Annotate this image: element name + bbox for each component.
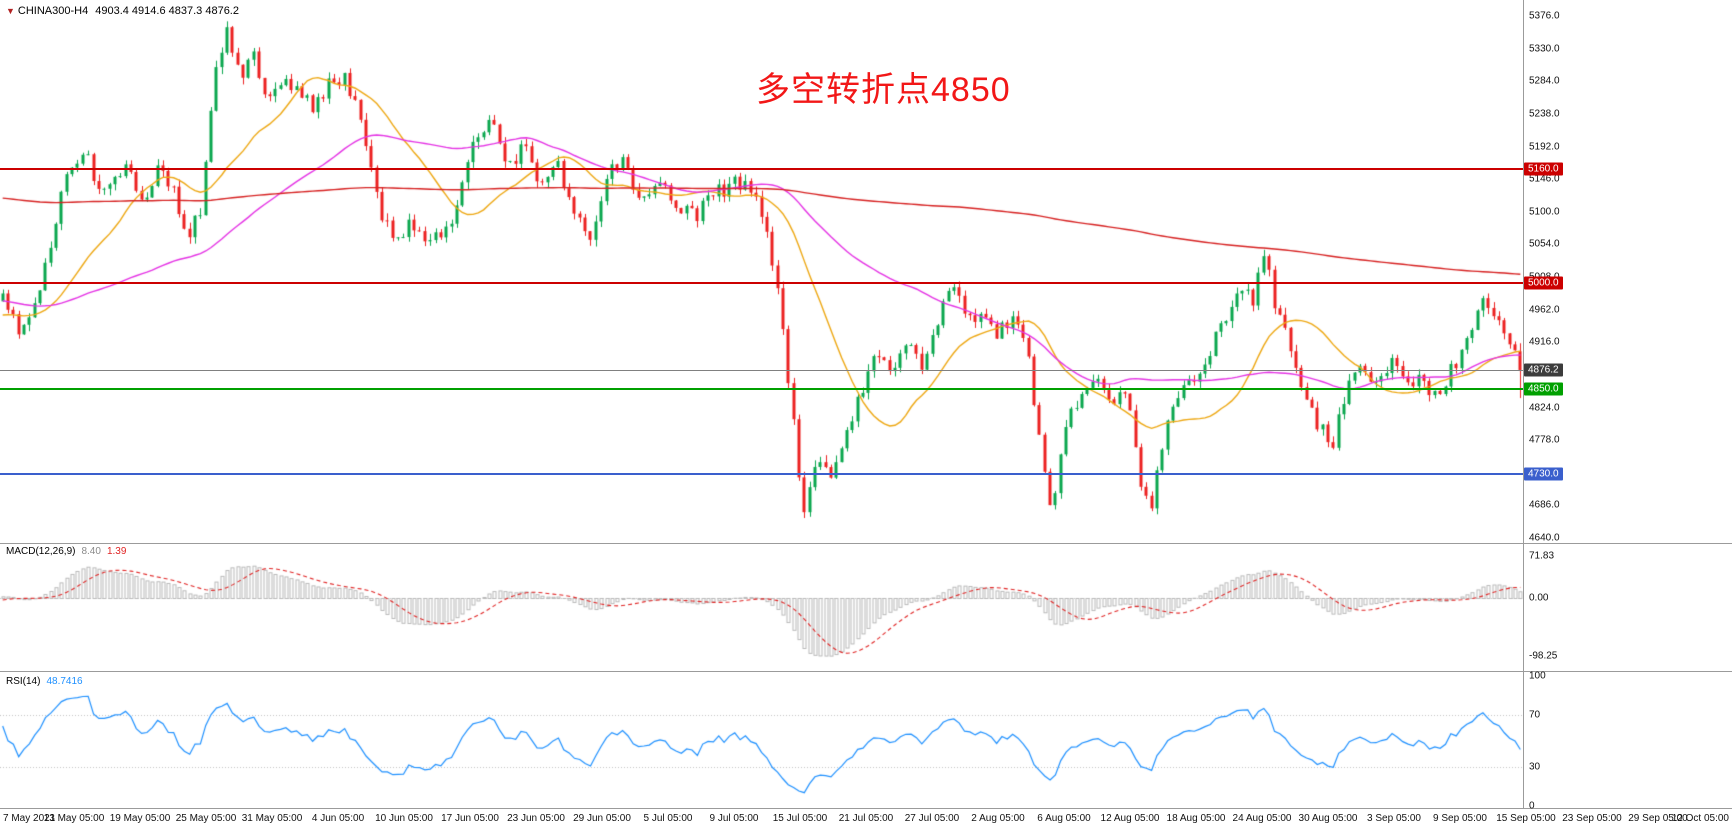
- time-tick-label: 5 Jul 05:00: [643, 813, 693, 824]
- time-tick-label: 15 Jul 05:00: [772, 813, 828, 824]
- rsi-name: RSI(14): [6, 676, 41, 687]
- price-tick-label: 5054.0: [1529, 238, 1560, 250]
- price-tick-label: 5330.0: [1529, 43, 1560, 55]
- time-tick-label: 9 Jul 05:00: [709, 813, 759, 824]
- price-tick-label: 4962.0: [1529, 304, 1560, 316]
- price-badge-4876.2: 4876.2: [1524, 363, 1563, 377]
- time-tick-label: 23 Jun 05:00: [507, 813, 565, 824]
- time-tick-label: 2 Aug 05:00: [971, 813, 1025, 824]
- level-line-4730.0[interactable]: [0, 473, 1523, 476]
- rsi-value: 48.7416: [46, 676, 83, 687]
- level-line-5160.0[interactable]: [0, 168, 1523, 171]
- price-tick-label: 4824.0: [1529, 402, 1560, 413]
- time-tick-label: 27 Jul 05:00: [904, 813, 960, 824]
- level-line-4850.0[interactable]: [0, 388, 1523, 391]
- time-tick-label: 17 Jun 05:00: [441, 813, 499, 824]
- price-tick-label: 5146.0: [1529, 173, 1560, 185]
- ohlc-readout: 4903.4 4914.6 4837.3 4876.2: [95, 5, 239, 17]
- macd-tick-label: 0.00: [1529, 592, 1549, 604]
- price-tick-label: 5192.0: [1529, 141, 1560, 152]
- time-tick-label: 29 Sep 05:00: [1628, 813, 1688, 824]
- price-tick-label: 4778.0: [1529, 434, 1560, 446]
- macd-name: MACD(12,26,9): [6, 546, 76, 557]
- price-badge-4850.0: 4850.0: [1524, 382, 1563, 396]
- time-tick-label: 9 Sep 05:00: [1433, 813, 1487, 824]
- chart-annotation-text[interactable]: 多空转折点4850: [756, 71, 1011, 109]
- time-tick-label: 3 Sep 05:00: [1367, 813, 1421, 824]
- time-tick-label: 7 May 2021: [3, 813, 56, 824]
- rsi-tick-label: 70: [1529, 709, 1541, 721]
- price-badge-5160.0: 5160.0: [1524, 162, 1563, 176]
- price-tick-label: 5376.0: [1529, 10, 1560, 22]
- price-tick-label: 5238.0: [1529, 108, 1560, 120]
- price-tick-label: 4686.0: [1529, 499, 1560, 511]
- time-tick-label: 12 Oct 05:00: [1671, 813, 1729, 824]
- price-tick-label: 5284.0: [1529, 75, 1560, 87]
- time-tick-label: 10 Jun 05:00: [375, 813, 433, 824]
- macd-tick-label: -98.25: [1529, 650, 1558, 662]
- symbol-name: CHINA300-H4: [17, 5, 89, 17]
- time-tick-label: 13 May 05:00: [43, 813, 105, 824]
- panel-separator-macd-rsi[interactable]: [0, 671, 1732, 672]
- rsi-indicator-label: RSI(14) 48.7416: [6, 676, 83, 687]
- macd-main-value: 8.40: [81, 546, 101, 557]
- time-tick-label: 15 Sep 05:00: [1496, 813, 1556, 824]
- price-tick-label: 4916.0: [1529, 336, 1560, 348]
- time-tick-label: 21 Jul 05:00: [838, 813, 894, 824]
- time-tick-label: 25 May 05:00: [175, 813, 237, 824]
- level-line-5000.0[interactable]: [0, 281, 1523, 284]
- rsi-tick-label: 0: [1529, 800, 1535, 812]
- time-tick-label: 30 Aug 05:00: [1298, 813, 1358, 824]
- panel-separator-main-macd[interactable]: [0, 543, 1732, 544]
- time-tick-label: 18 Aug 05:00: [1166, 813, 1226, 824]
- time-tick-label: 4 Jun 05:00: [311, 813, 365, 824]
- macd-indicator-label: MACD(12,26,9) 8.40 1.39: [6, 546, 126, 557]
- level-line-4876.2[interactable]: [0, 369, 1523, 371]
- time-tick-label: 31 May 05:00: [241, 813, 303, 824]
- price-tick-label: 5100.0: [1529, 206, 1560, 218]
- price-tick-label: 4640.0: [1529, 532, 1560, 544]
- price-scale-separator: [1523, 0, 1524, 808]
- symbol-marker-icon: ▼: [6, 6, 15, 16]
- time-axis-separator: [0, 808, 1732, 809]
- time-tick-label: 6 Aug 05:00: [1037, 813, 1091, 824]
- rsi-tick-label: 30: [1529, 761, 1541, 773]
- rsi-tick-label: 100: [1529, 670, 1546, 682]
- time-tick-label: 29 Jun 05:00: [573, 813, 631, 824]
- time-tick-label: 24 Aug 05:00: [1232, 813, 1292, 824]
- macd-tick-label: 71.83: [1529, 550, 1555, 562]
- macd-signal-value: 1.39: [106, 546, 127, 557]
- time-tick-label: 12 Aug 05:00: [1100, 813, 1160, 824]
- price-badge-4730.0: 4730.0: [1524, 467, 1563, 481]
- time-tick-label: 23 Sep 05:00: [1562, 813, 1622, 824]
- chart-title: ▼ CHINA300-H4 4903.4 4914.6 4837.3 4876.2: [6, 5, 239, 17]
- price-badge-5000.0: 5000.0: [1524, 276, 1563, 290]
- time-tick-label: 19 May 05:00: [109, 813, 171, 824]
